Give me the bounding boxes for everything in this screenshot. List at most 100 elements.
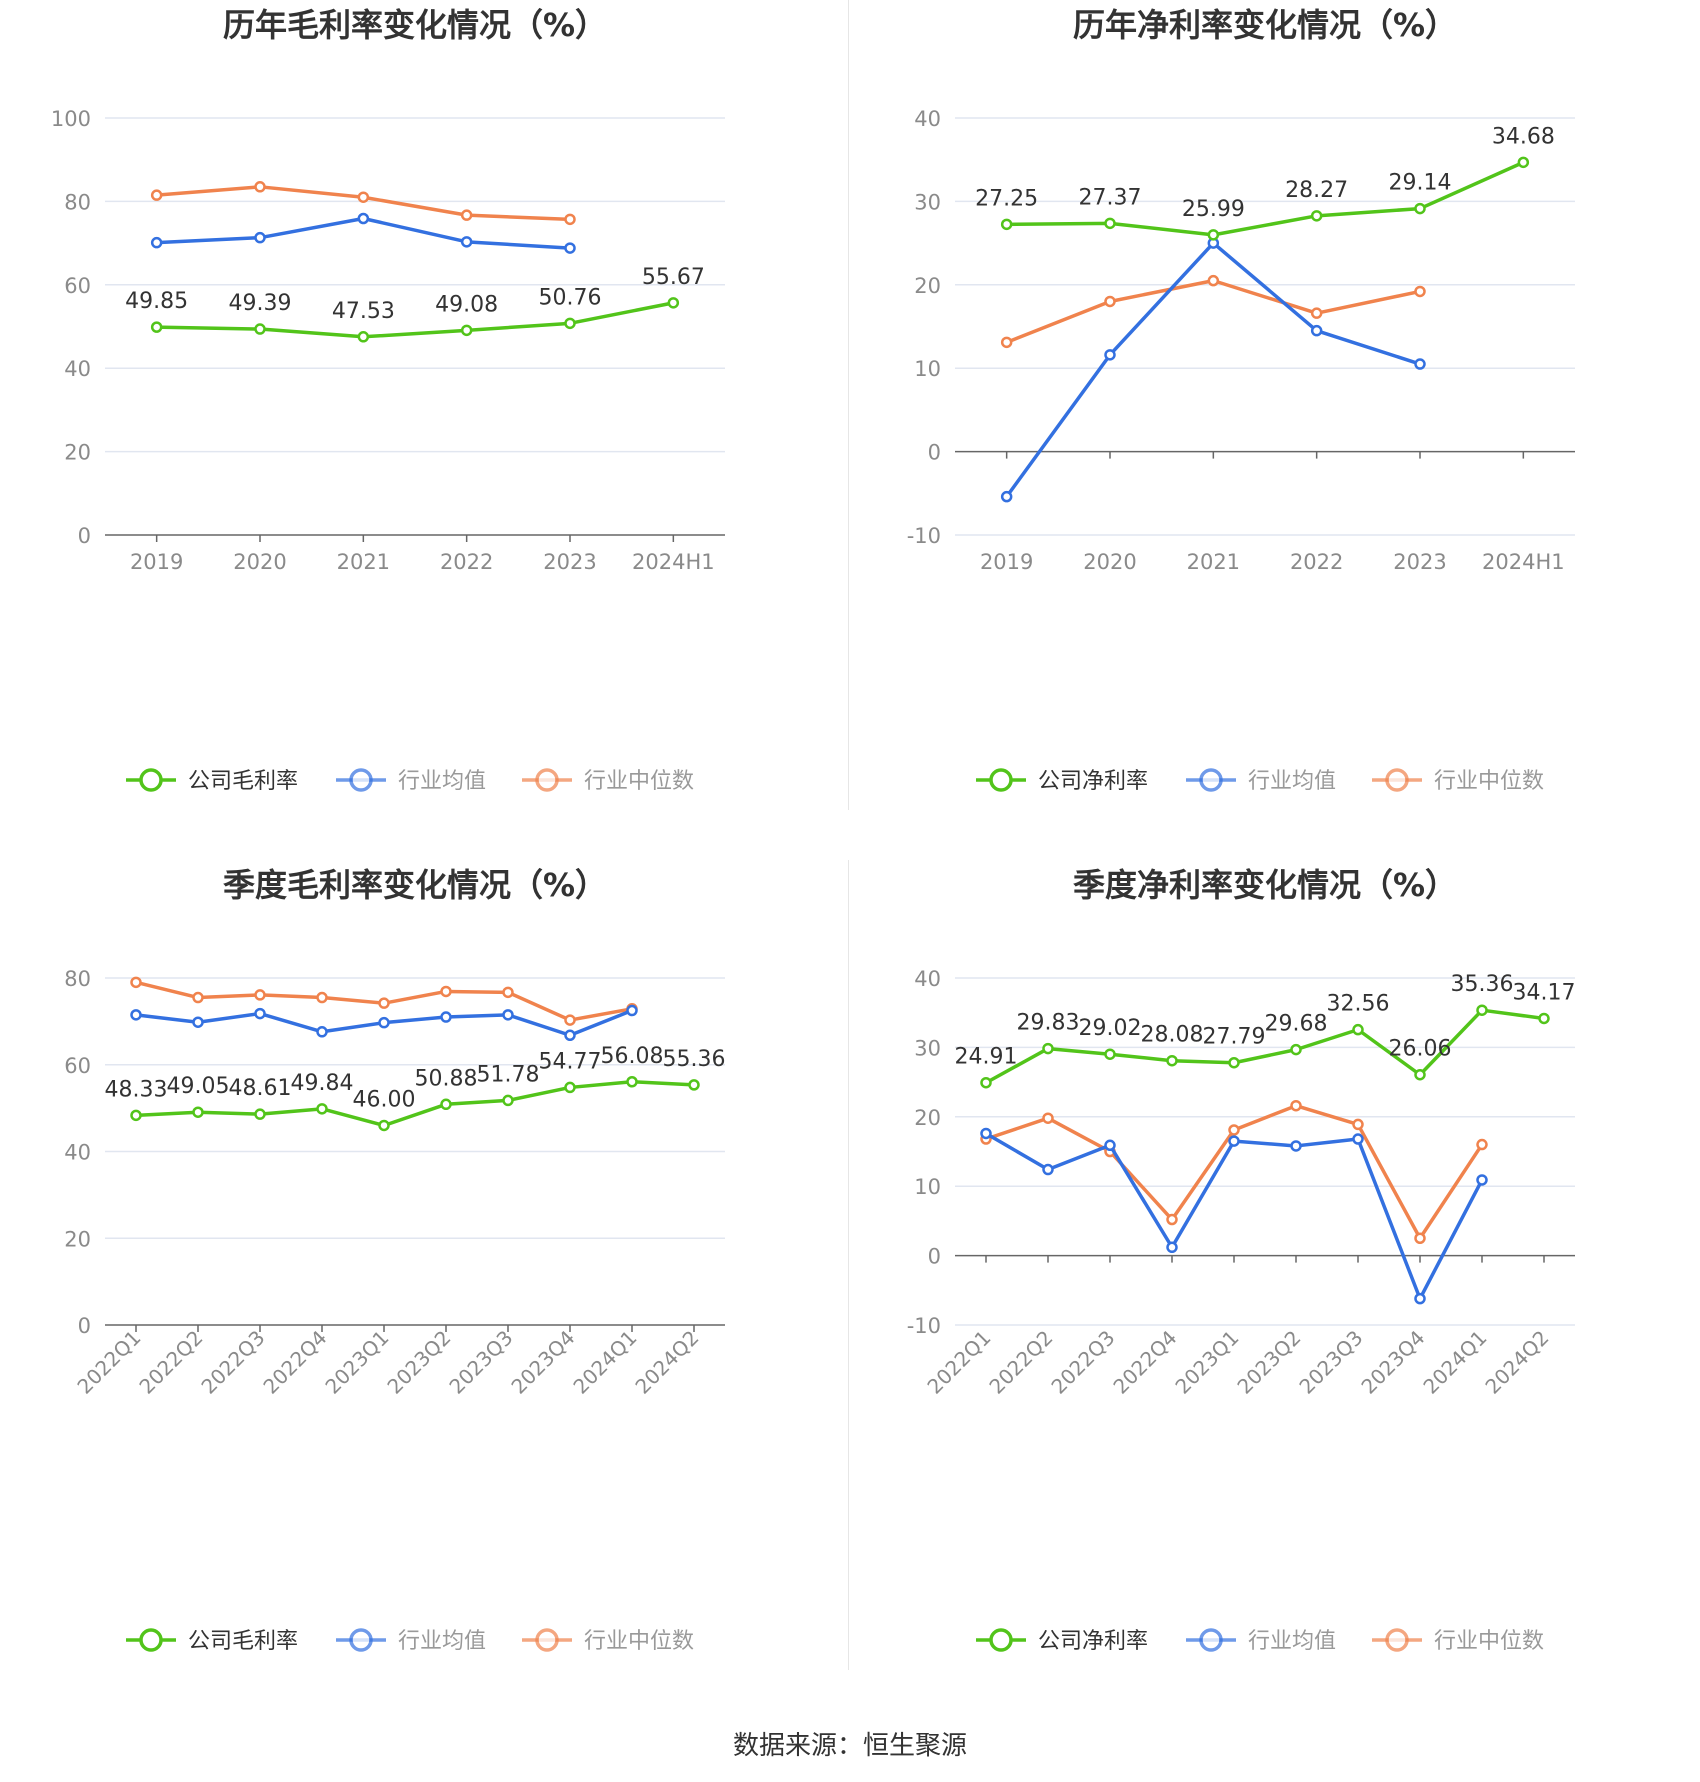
data-point [357,191,370,203]
data-label: 35.36 [1451,972,1514,997]
data-point [460,236,473,248]
x-tick-label: 2023Q2 [1232,1326,1305,1399]
data-point [460,209,473,221]
x-tick-label: 2023Q4 [506,1326,579,1399]
data-point [192,991,204,1004]
data-point [1414,1068,1426,1081]
data-point [564,1029,576,1042]
legend-marker [139,768,163,792]
data-label: 50.76 [539,285,602,310]
legend-label: 行业中位数 [584,769,694,794]
legend-marker [989,1628,1013,1652]
legend-marker [349,1628,373,1652]
data-label: 27.79 [1203,1025,1266,1050]
data-label: 51.78 [477,1062,540,1087]
chart-title: 季度毛利率变化情况（%） [223,866,607,904]
y-tick-label: 10 [914,1175,941,1199]
x-tick-label: 2019 [130,550,183,574]
data-point [502,1009,514,1021]
y-tick-label: 0 [928,441,941,465]
x-tick-label: 2023Q3 [444,1326,517,1399]
y-tick-label: 80 [64,190,91,214]
y-tick-label: 40 [914,967,941,991]
data-point [1000,490,1013,503]
data-point [254,1007,266,1020]
data-label: 34.17 [1513,980,1576,1005]
data-point [1310,324,1323,337]
x-tick-label: 2024H1 [632,550,715,574]
y-tick-label: 40 [914,107,941,131]
legend-label: 公司净利率 [1038,769,1148,794]
data-point [192,1106,204,1118]
data-point [130,976,142,989]
data-point [564,213,576,226]
data-point [1414,202,1426,215]
data-label: 48.33 [105,1077,168,1102]
data-point [1352,1118,1364,1131]
data-point [316,1026,328,1038]
data-point [1042,1163,1054,1176]
data-point [1476,1138,1488,1151]
legend-label: 公司毛利率 [188,1629,298,1654]
x-tick-label: 2024Q2 [630,1326,703,1399]
legend-label: 行业中位数 [1434,1629,1544,1654]
data-point [1207,274,1220,287]
chart-svg-annual-net-margin: 历年净利率变化情况（%） -10 0 10 20 30 40 2019 2020 2021 2022… [907,6,1575,794]
data-point [626,1004,638,1017]
data-point [980,1127,992,1140]
x-tick-label: 2022Q4 [258,1326,331,1399]
legend-label: 公司净利率 [1038,1629,1148,1654]
y-tick-label: 0 [78,1314,91,1338]
data-label: 29.83 [1017,1011,1080,1036]
x-tick-label: 2022 [440,550,493,574]
data-point [378,997,390,1009]
y-tick-label: -10 [907,1314,941,1338]
data-point [1517,156,1530,169]
data-point [502,1094,514,1107]
data-point [316,1103,328,1115]
data-point [1104,295,1116,308]
data-label: 27.37 [1079,185,1142,210]
series-line [135,1080,695,1128]
legend-marker [989,768,1013,792]
y-tick-label: 100 [51,107,91,131]
data-point [460,324,473,337]
data-label: 55.67 [642,265,705,290]
data-point [378,1119,390,1132]
x-tick-label: 2020 [233,550,286,574]
y-tick-label: 80 [64,967,91,991]
series-line [1006,278,1421,344]
data-point [130,1009,142,1021]
data-point [440,1098,452,1111]
legend-marker [139,1628,163,1652]
data-point [1104,349,1116,361]
data-point [254,1108,266,1120]
y-tick-label: 20 [64,441,91,465]
y-tick-label: 40 [64,1141,91,1165]
x-tick-label: 2024Q1 [568,1326,641,1399]
y-tick-label: 10 [914,357,941,381]
data-point [564,1081,576,1094]
series-line [1006,160,1525,237]
data-label: 28.27 [1285,178,1348,203]
data-label: 29.68 [1265,1012,1328,1037]
legend-marker [1385,1628,1409,1652]
chart-title: 季度净利率变化情况（%） [1073,866,1457,904]
x-tick-label: 2023Q1 [320,1326,393,1399]
data-point [357,212,370,225]
data-label: 25.99 [1182,197,1245,222]
data-label: 32.56 [1327,992,1390,1017]
legend-label: 公司毛利率 [188,769,298,794]
data-point [1352,1133,1364,1145]
data-point [1207,229,1220,241]
data-label: 29.02 [1079,1016,1142,1041]
series-line [985,1008,1545,1085]
x-tick-label: 2022Q2 [984,1326,1057,1399]
data-label: 24.91 [955,1045,1018,1070]
data-point [1290,1043,1302,1056]
data-point [150,236,163,249]
chart-annual-net-margin: 历年净利率变化情况（%） -10 0 10 20 30 40 2019 2020 2021 2022… [850,0,1700,860]
data-point [254,323,266,335]
data-label: 56.08 [601,1044,664,1069]
chart-quarterly-gross-margin: 季度毛利率变化情况（%） 0 20 40 60 80 2022Q1 2022Q2 2022Q3 2… [0,860,850,1720]
